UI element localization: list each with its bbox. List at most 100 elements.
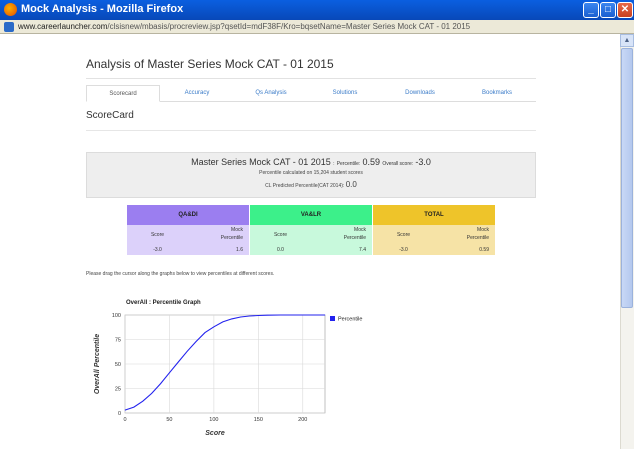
address-bar[interactable]: www.careerlauncher.com/clsisnew/mbasis/p… <box>0 20 634 34</box>
legend-label: Percentile <box>338 317 362 323</box>
x-tick-label: 200 <box>298 417 307 423</box>
x-tick-label: 50 <box>166 417 172 423</box>
chart-title: OverAll : Percentile Graph <box>126 300 201 306</box>
data-point <box>195 341 197 342</box>
data-point <box>169 372 170 374</box>
section-header: VA&LR <box>250 205 372 225</box>
section-title: ScoreCard <box>86 110 134 121</box>
url-path: /clsisnew/mbasis/procreview.jsp?qsetId=m… <box>107 22 471 31</box>
section-subheader: Score Mock Percentile <box>127 225 249 245</box>
firefox-icon <box>4 3 17 16</box>
section-subheader: Score Mock Percentile <box>250 225 372 245</box>
x-tick-label: 0 <box>123 417 126 423</box>
percentile-col-label: Percentile <box>466 235 489 241</box>
data-point <box>266 314 268 316</box>
data-point <box>249 315 250 317</box>
address-url[interactable]: www.careerlauncher.com/clsisnew/mbasis/p… <box>18 22 470 31</box>
y-tick-label: 50 <box>115 362 121 368</box>
data-point <box>133 406 135 408</box>
data-point <box>222 321 224 323</box>
mock-label: Mock <box>354 227 366 233</box>
percentile-label: Percentile: <box>336 161 361 167</box>
section-values: -3.0 1.6 <box>127 245 249 255</box>
y-tick-label: 0 <box>118 411 121 417</box>
section-column-valr: VA&LR Score Mock Percentile 0.0 7.4 <box>250 205 372 255</box>
section-score: -3.0 <box>399 247 408 253</box>
score-label: Score <box>150 232 165 238</box>
section-values: -3.0 0.59 <box>373 245 495 255</box>
legend-swatch <box>330 316 335 321</box>
x-axis-label: Score <box>205 430 225 437</box>
overall-score-label: Overall score: <box>382 161 414 167</box>
x-tick-label: 150 <box>254 417 263 423</box>
summary-separator: : <box>333 161 335 167</box>
data-point <box>302 314 304 316</box>
data-point <box>142 400 144 402</box>
percentile-series-line <box>124 314 325 411</box>
x-tick-label: 100 <box>209 417 218 423</box>
tab-bookmarks[interactable]: Bookmarks <box>481 90 512 96</box>
y-axis-label: OverAll Percentile <box>94 334 101 394</box>
percentile-calc-note: Percentile calculated on 15,204 student … <box>259 170 363 176</box>
overall-score-value: -3.0 <box>415 157 431 167</box>
test-name: Master Series Mock CAT - 01 2015 <box>191 157 331 167</box>
data-point <box>178 361 179 363</box>
section-percentile: 1.6 <box>236 247 243 253</box>
section-score-table: QA&DI Score Mock Percentile -3.0 1.6 VA&… <box>127 205 495 255</box>
predicted-percentile-label: CL Predicted Percentile(CAT 2014): <box>265 183 345 189</box>
section-percentile: 0.59 <box>479 247 489 253</box>
data-point <box>240 316 241 318</box>
title-divider <box>86 78 536 79</box>
section-score: 0.0 <box>277 247 284 253</box>
tab-scorecard[interactable]: Scorecard <box>86 85 160 102</box>
window-title: Mock Analysis - Mozilla Firefox <box>21 3 184 15</box>
section-percentile: 7.4 <box>359 247 366 253</box>
data-point <box>186 350 188 352</box>
tab-downloads[interactable]: Downloads <box>405 90 435 96</box>
predicted-percentile-value: 0.0 <box>345 180 357 189</box>
score-label: Score <box>396 232 411 238</box>
data-point <box>204 332 206 333</box>
y-tick-label: 75 <box>115 338 121 344</box>
data-point <box>151 393 152 394</box>
percentile-graph[interactable]: 0 50 100 150 200 0 25 50 75 100 OverAll : Percenti… <box>86 296 386 446</box>
section-header: QA&DI <box>127 205 249 225</box>
data-point <box>231 318 232 320</box>
analysis-tabs: Scorecard Accuracy Qs Analysis Solutions… <box>86 85 536 102</box>
tab-accuracy[interactable]: Accuracy <box>184 90 210 96</box>
section-column-total: TOTAL Score Mock Percentile -3.0 0.59 <box>373 205 495 255</box>
scroll-up-arrow-icon[interactable]: ▲ <box>620 34 634 47</box>
summary-headline: Master Series Mock CAT - 01 2015 : Perce… <box>87 157 535 167</box>
section-header: TOTAL <box>373 205 495 225</box>
data-point <box>258 315 259 316</box>
y-tick-label: 25 <box>115 387 121 393</box>
score-summary-box: Master Series Mock CAT - 01 2015 : Perce… <box>86 152 536 198</box>
score-label: Score <box>273 232 288 238</box>
y-tick-label: 100 <box>112 313 121 319</box>
mock-label: Mock <box>231 227 243 233</box>
page-title: Analysis of Master Series Mock CAT - 01 … <box>86 57 334 71</box>
window-titlebar: Mock Analysis - Mozilla Firefox _ □ ✕ <box>0 0 634 20</box>
tab-solutions[interactable]: Solutions <box>332 90 358 96</box>
data-point <box>213 326 215 328</box>
maximize-button[interactable]: □ <box>600 2 616 18</box>
section-values: 0.0 7.4 <box>250 245 372 255</box>
url-host: www.careerlauncher.com <box>18 22 108 31</box>
data-point <box>280 314 281 316</box>
predicted-percentile: CL Predicted Percentile(CAT 2014): 0.0 <box>87 180 535 189</box>
percentile-col-label: Percentile <box>220 235 243 241</box>
data-point <box>324 314 326 316</box>
mock-label: Mock <box>477 227 489 233</box>
minimize-button[interactable]: _ <box>583 2 599 18</box>
data-point <box>124 409 126 411</box>
section-score: -3.0 <box>153 247 162 253</box>
percentile-col-label: Percentile <box>343 235 366 241</box>
data-point <box>160 383 161 384</box>
section-divider <box>86 130 536 131</box>
site-favicon-icon <box>4 22 14 32</box>
close-button[interactable]: ✕ <box>617 2 633 18</box>
percentile-value: 0.59 <box>362 157 381 167</box>
scrollbar-thumb[interactable] <box>621 48 633 308</box>
tab-qs-analysis[interactable]: Qs Analysis <box>255 90 287 96</box>
section-column-qadi: QA&DI Score Mock Percentile -3.0 1.6 <box>127 205 249 255</box>
